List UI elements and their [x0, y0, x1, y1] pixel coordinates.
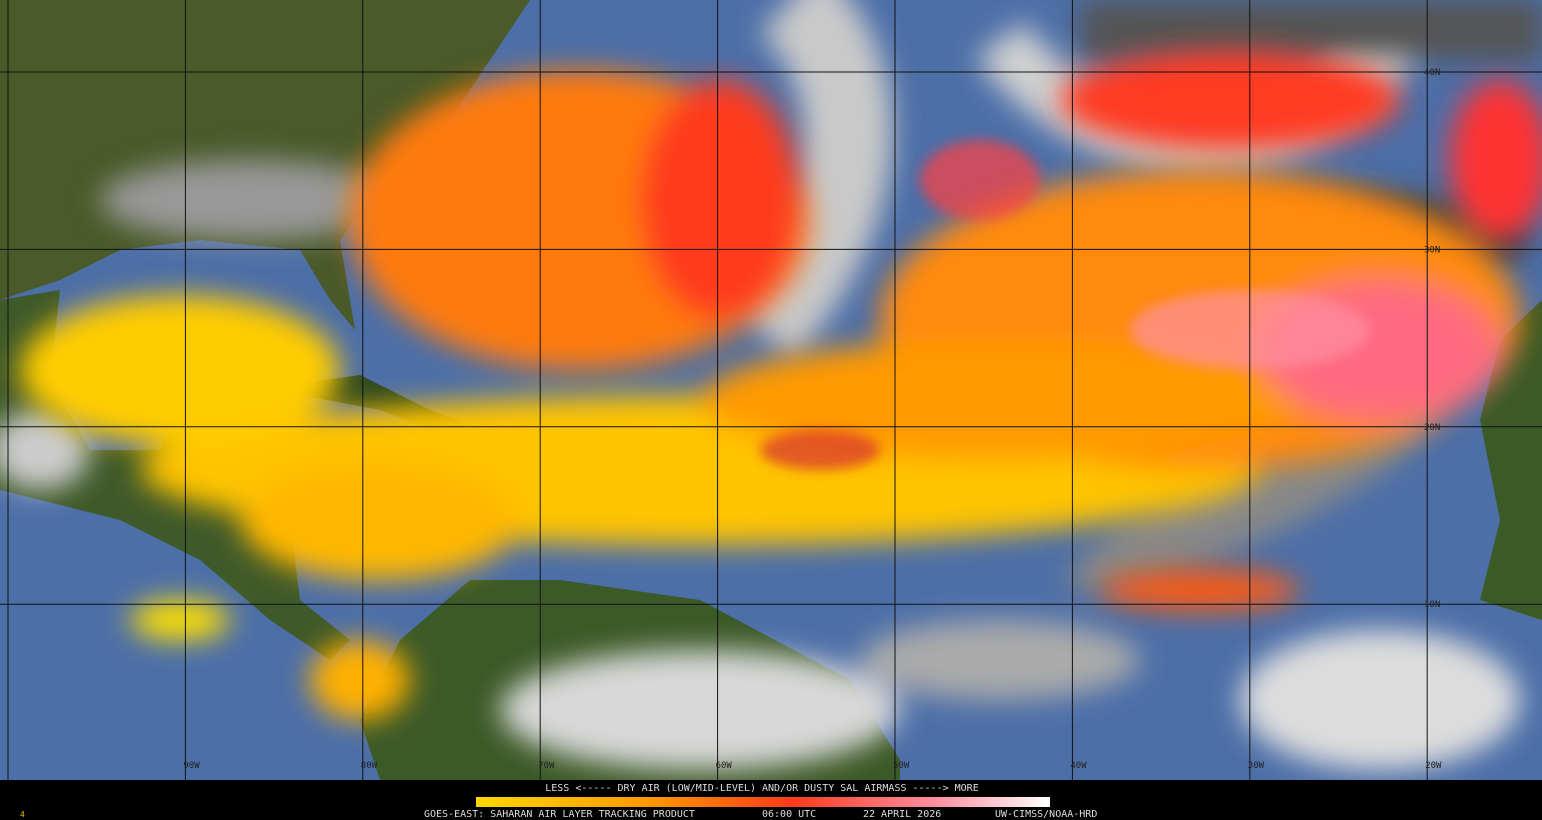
lat-lon-grid	[0, 0, 1542, 780]
legend-text: LESS <----- DRY AIR (LOW/MID-LEVEL) AND/…	[545, 783, 978, 794]
date: 22 APRIL 2026	[863, 809, 941, 820]
longitude-label: 60W	[716, 761, 733, 771]
longitude-label: 70W	[538, 761, 555, 771]
latitude-label: 20N	[1424, 423, 1440, 433]
longitude-label: 40W	[1070, 761, 1087, 771]
frame-number: 4	[20, 810, 25, 819]
latitude-label: 40N	[1424, 68, 1440, 78]
grid-labels: 90W 80W 70W 60W 50W 40W 30W 20W 40N 30N 20N 10N	[183, 68, 1442, 771]
longitude-label: 20W	[1425, 761, 1442, 771]
longitude-label: 50W	[893, 761, 910, 771]
time: 06:00 UTC	[762, 809, 816, 820]
credit: UW-CIMSS/NOAA-HRD	[995, 809, 1097, 820]
product-name: GOES-EAST: SAHARAN AIR LAYER TRACKING PR…	[424, 809, 695, 820]
color-scale	[476, 797, 1050, 807]
longitude-label: 90W	[183, 761, 200, 771]
longitude-label: 80W	[361, 761, 378, 771]
dust-layer	[20, 50, 1542, 720]
latitude-label: 10N	[1424, 600, 1440, 610]
land	[1480, 300, 1542, 620]
imagery	[0, 0, 1542, 780]
latitude-label: 30N	[1424, 245, 1440, 255]
longitude-label: 30W	[1248, 761, 1265, 771]
